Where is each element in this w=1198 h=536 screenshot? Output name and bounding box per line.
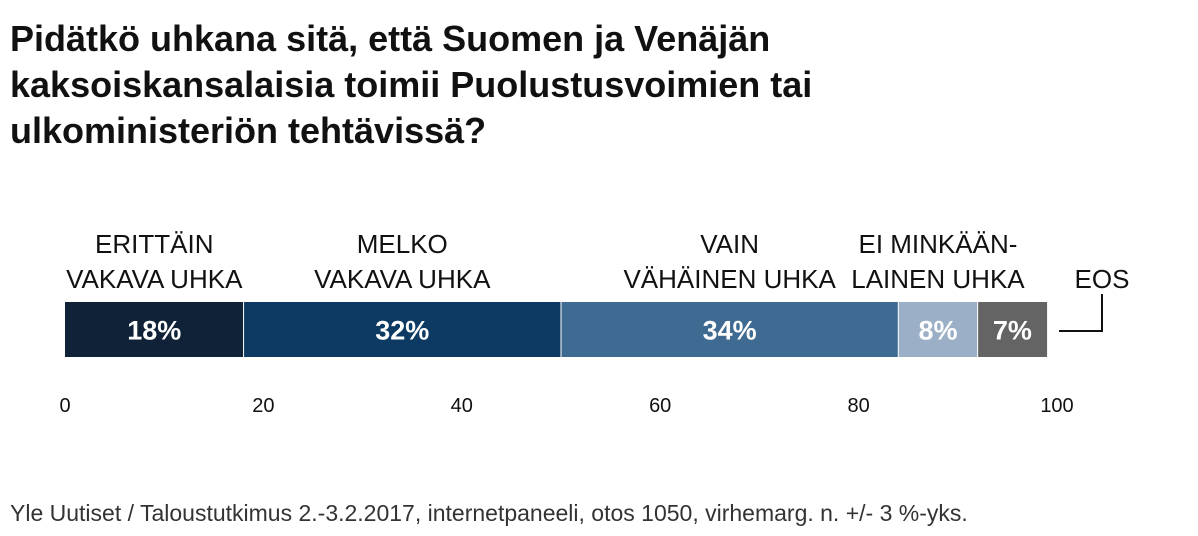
value-label: 7% bbox=[993, 316, 1032, 346]
x-tick-label: 0 bbox=[59, 395, 70, 417]
category-label: VÄHÄINEN UHKA bbox=[623, 264, 836, 294]
bar-segment bbox=[243, 302, 561, 357]
x-tick-label: 40 bbox=[451, 395, 473, 417]
bar-segment bbox=[898, 302, 978, 357]
leader-line bbox=[1059, 294, 1103, 332]
x-tick-label: 60 bbox=[649, 395, 671, 417]
bar-segment bbox=[561, 302, 899, 357]
category-label: ERITTÄIN bbox=[95, 229, 213, 259]
category-label: EI MINKÄÄN- bbox=[858, 229, 1017, 259]
x-tick-label: 100 bbox=[1040, 395, 1073, 417]
bar-segment bbox=[977, 302, 1048, 357]
chart-title: Pidätkö uhkana sitä, että Suomen ja Venä… bbox=[10, 18, 813, 151]
value-label: 8% bbox=[918, 316, 957, 346]
stacked-bar-chart: 18% ERITTÄIN VAKAVA UHKA 32% MELKO VAKAVA UHK… bbox=[59, 229, 1130, 417]
source-note: Yle Uutiset / Taloustutkimus 2.-3.2.2017… bbox=[10, 500, 968, 526]
value-label: 32% bbox=[375, 316, 429, 346]
category-label: EOS bbox=[1075, 264, 1130, 294]
x-tick-label: 80 bbox=[847, 395, 869, 417]
value-label: 18% bbox=[127, 316, 181, 346]
category-label: LAINEN UHKA bbox=[851, 264, 1025, 294]
bar-segment bbox=[65, 302, 244, 357]
category-label: VAKAVA UHKA bbox=[66, 264, 243, 294]
x-tick-label: 20 bbox=[252, 395, 274, 417]
category-label: MELKO bbox=[357, 229, 448, 259]
value-label: 34% bbox=[703, 316, 757, 346]
category-label: VAKAVA UHKA bbox=[314, 264, 491, 294]
category-label: VAIN bbox=[700, 229, 759, 259]
